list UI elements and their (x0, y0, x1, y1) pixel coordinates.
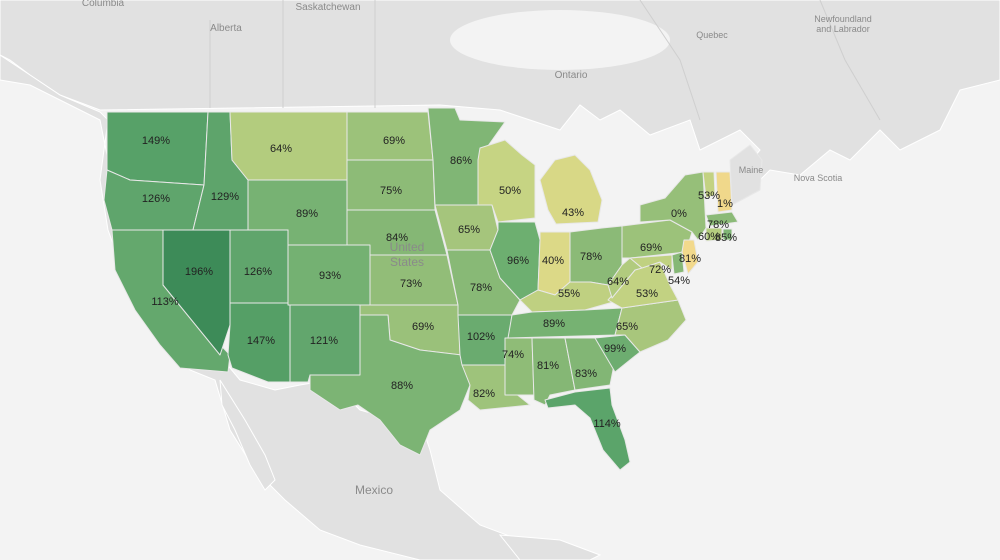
value-label-OK: 69% (412, 321, 434, 333)
state-MA[interactable] (705, 211, 739, 227)
label-ontario: Ontario (555, 70, 588, 81)
value-label-NH: 1% (717, 198, 733, 210)
value-label-NC: 65% (616, 321, 638, 333)
state-MI[interactable] (539, 154, 603, 225)
label-labrador: and Labrador (816, 24, 870, 34)
state-WA[interactable] (106, 111, 209, 186)
value-label-ID: 129% (211, 191, 239, 203)
value-label-OR: 126% (142, 193, 170, 205)
value-label-DE: 54% (668, 275, 690, 287)
value-label-MA: 78% (707, 219, 729, 231)
value-label-WI: 50% (499, 185, 521, 197)
value-label-IN: 40% (542, 255, 564, 267)
state-DE[interactable] (671, 251, 685, 275)
value-label-PA: 69% (640, 242, 662, 254)
value-label-CA: 113% (151, 296, 179, 308)
value-label-FL: 114% (593, 418, 621, 430)
label-columbia: Columbia (82, 0, 125, 9)
value-label-MT: 64% (270, 143, 292, 155)
label-united: United (390, 240, 425, 254)
value-label-MI: 43% (562, 207, 584, 219)
value-label-NM: 121% (310, 335, 338, 347)
label-quebec: Quebec (696, 30, 728, 40)
value-label-KY: 55% (558, 288, 580, 300)
basemap-labels: Columbia Saskatchewan Alberta Quebec Ont… (82, 0, 872, 497)
value-label-AR: 102% (467, 331, 495, 343)
state-CT[interactable] (705, 227, 723, 242)
value-label-NJ: 81% (679, 253, 701, 265)
value-label-UT: 126% (244, 266, 272, 278)
value-label-MN: 86% (450, 155, 472, 167)
value-label-SC: 99% (604, 343, 626, 355)
label-alberta: Alberta (210, 23, 242, 34)
value-label-WV: 64% (607, 276, 629, 288)
value-label-MS: 74% (502, 349, 524, 361)
value-label-WA: 149% (142, 135, 170, 147)
value-label-VT: 53% (698, 190, 720, 202)
state-MD[interactable] (629, 254, 673, 271)
label-mexico: Mexico (355, 483, 393, 497)
state-RI[interactable] (722, 228, 733, 241)
state-VT[interactable] (702, 171, 716, 199)
value-label-NY: 0% (671, 208, 687, 220)
state-ME[interactable] (729, 144, 763, 206)
value-label-AZ: 147% (247, 335, 275, 347)
value-label-IA: 65% (458, 224, 480, 236)
value-label-SD: 75% (380, 185, 402, 197)
value-label-NE: 84% (386, 232, 408, 244)
value-label-MO: 78% (470, 282, 492, 294)
value-label-NV: 196% (185, 266, 213, 278)
label-saskatchewan: Saskatchewan (295, 2, 360, 13)
value-label-KS: 73% (400, 278, 422, 290)
state-TX[interactable] (309, 314, 471, 456)
state-MS[interactable] (504, 337, 535, 396)
state-NJ[interactable] (681, 239, 699, 275)
value-label-MD: 72% (649, 264, 671, 276)
value-label-ND: 69% (383, 135, 405, 147)
state-NY[interactable] (639, 171, 707, 241)
state-value-labels: 149% 126% 113% 129% 196% 64% 89% 126% 14… (142, 135, 737, 430)
value-label-RI: 85% (715, 232, 737, 244)
value-label-LA: 82% (473, 388, 495, 400)
state-WI[interactable] (477, 139, 536, 223)
value-label-TN: 89% (543, 318, 565, 330)
label-nova-scotia: Nova Scotia (794, 173, 843, 183)
basemap-borders (209, 0, 881, 121)
value-label-CT: 60% (698, 231, 720, 243)
value-label-IL: 96% (507, 255, 529, 267)
states-layer (103, 107, 763, 471)
value-label-GA: 83% (575, 368, 597, 380)
state-NH[interactable] (715, 171, 733, 213)
value-label-WY: 89% (296, 208, 318, 220)
value-label-TX: 88% (391, 380, 413, 392)
label-states: States (390, 255, 424, 269)
label-newfoundland: Newfoundland (814, 14, 872, 24)
value-label-VA: 53% (636, 288, 658, 300)
value-label-AL: 81% (537, 360, 559, 372)
label-maine: Maine (739, 165, 764, 175)
value-label-CO: 93% (319, 270, 341, 282)
state-FL[interactable] (544, 387, 631, 471)
value-label-OH: 78% (580, 251, 602, 263)
